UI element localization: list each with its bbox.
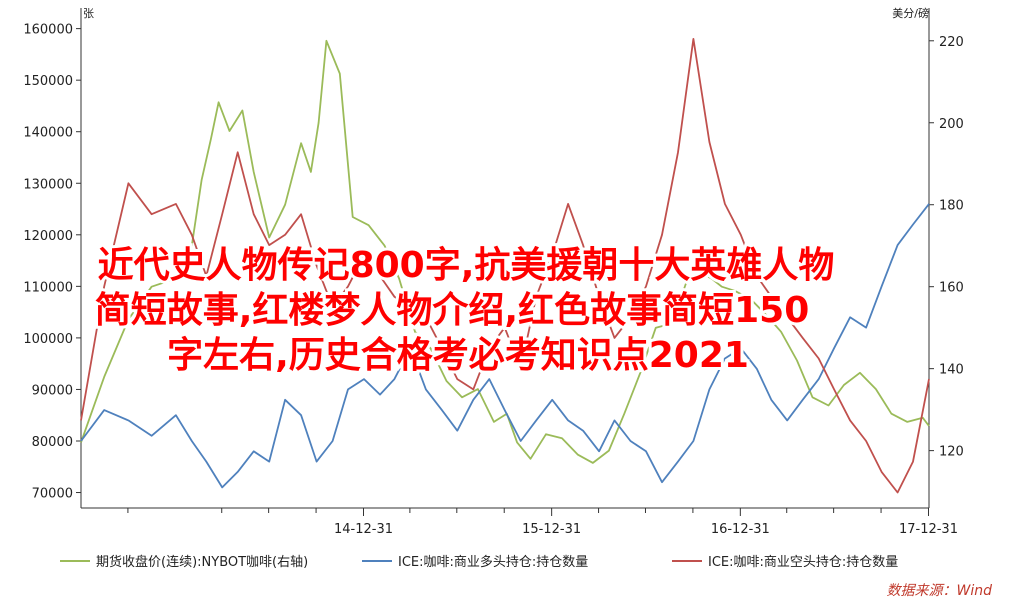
x-axis-tick-label: 16-12-31	[711, 522, 770, 537]
left-axis-tick-label: 100000	[23, 332, 73, 347]
series-line-3	[80, 38, 930, 494]
left-axis-tick-label: 130000	[23, 177, 73, 192]
legend-label-1: 期货收盘价(连续):NYBOT咖啡(右轴)	[96, 554, 308, 570]
chart-series-layer	[80, 38, 930, 494]
overlay-title: 近代史人物传记800字,抗美援朝十大英雄人物 简短故事,红楼梦人物介绍,红色故事…	[92, 241, 838, 379]
overlay-title-line-2: 简短故事,红楼梦人物介绍,红色故事简短150	[95, 290, 810, 331]
left-axis-tick-label: 80000	[32, 435, 73, 450]
right-axis-tick-label: 220	[939, 35, 964, 50]
left-axis-tick-label: 110000	[23, 280, 73, 295]
series-line-2	[80, 203, 930, 489]
right-axis-unit: 美分/磅	[892, 6, 929, 20]
left-axis-unit: 张	[83, 7, 94, 20]
x-axis-tick-label: 14-12-31	[334, 522, 393, 537]
right-axis-tick-label: 160	[939, 281, 964, 296]
left-axis-tick-label: 90000	[32, 383, 73, 398]
data-source-label: 数据来源：Wind	[887, 583, 993, 599]
right-axis-tick-label: 120	[939, 445, 964, 460]
right-axis-tick-label: 140	[939, 363, 964, 378]
x-axis-tick-label: 15-12-31	[522, 522, 581, 537]
legend-label-3: ICE:咖啡:商业空头持仓:持仓数量	[708, 555, 898, 570]
left-axis-tick-label: 140000	[23, 126, 73, 141]
chart-axes: 张 美分/磅 70000 80000 90000 100000 110000 120000 13…	[23, 6, 963, 537]
legend-label-2: ICE:咖啡:商业多头持仓:持仓数量	[398, 554, 588, 570]
left-axis-tick-label: 150000	[23, 74, 73, 89]
overlay-title-line-3: 字左右,历史合格考必考知识点2021	[167, 335, 749, 376]
right-axis-tick-label: 200	[939, 117, 964, 132]
left-axis-tick-label: 70000	[32, 487, 73, 502]
x-axis-tick-label: 17-12-31	[899, 522, 958, 537]
left-axis-tick-label: 120000	[23, 229, 73, 244]
chart-legend: 期货收盘价(连续):NYBOT咖啡(右轴) ICE:咖啡:商业多头持仓:持仓数量 I…	[60, 554, 898, 570]
overlay-title-line-1: 近代史人物传记800字,抗美援朝十大英雄人物	[98, 244, 835, 286]
left-axis-tick-label: 160000	[23, 23, 73, 38]
right-axis-tick-label: 180	[939, 199, 964, 214]
